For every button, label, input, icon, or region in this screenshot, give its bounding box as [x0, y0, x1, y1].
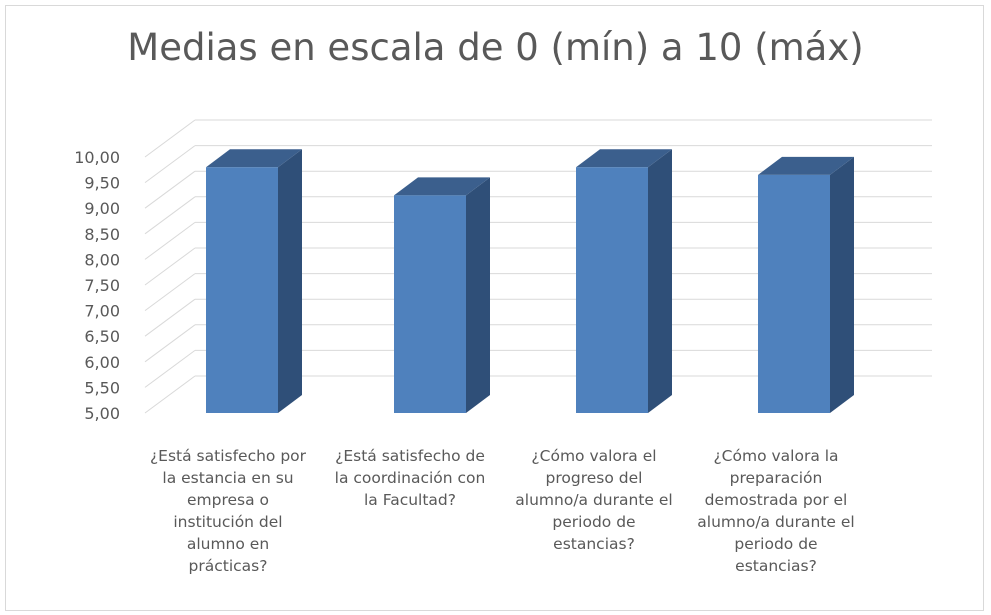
y-tick-label: 6,50 [84, 327, 120, 346]
bar [394, 195, 466, 413]
y-tick-label: 9,00 [84, 199, 120, 218]
x-category-label-line: preparación [729, 469, 823, 487]
gridline-side [144, 145, 196, 184]
gridline-side [144, 273, 196, 312]
bar-top [206, 149, 302, 168]
x-category-label-line: institución del [173, 513, 283, 531]
x-category-label: ¿Cómo valora la preparación demostrada por… [684, 445, 868, 577]
x-category-label-line: progreso del [545, 469, 643, 487]
x-category-label-line: periodo de [734, 535, 818, 553]
x-category-label-line: alumno/a durante el [697, 513, 855, 531]
gridline-side [144, 196, 196, 235]
gridline-side [144, 170, 196, 209]
gridline-side [144, 349, 196, 388]
x-category-label-line: ¿Está satisfecho de [335, 447, 485, 465]
y-tick-label: 10,00 [74, 148, 120, 167]
x-category-label-line: ¿Está satisfecho por [149, 447, 307, 465]
x-category-label-line: la Facultad? [363, 491, 457, 509]
gridline-side [144, 221, 196, 260]
x-category-label-line: alumno en [186, 535, 270, 553]
gridline-side [144, 298, 196, 337]
y-tick-label: 7,50 [84, 276, 120, 295]
gridline-side [144, 324, 196, 363]
x-category-label: ¿Cómo valora el progreso del alumno/a dura… [502, 445, 686, 555]
x-category-label-line: prácticas? [188, 557, 268, 575]
y-tick-label: 5,50 [84, 378, 120, 397]
x-category-label-line: ¿Cómo valora el [531, 447, 657, 465]
bar [758, 174, 830, 413]
gridline-side [144, 247, 196, 286]
gridline-side [144, 119, 196, 158]
x-category-label-line: la estancia en su [162, 469, 294, 487]
bar-top [394, 177, 490, 196]
y-tick-label: 8,50 [84, 225, 120, 244]
bar-top [576, 149, 672, 168]
x-category-label-line: empresa o [186, 491, 270, 509]
y-tick-label: 8,00 [84, 250, 120, 269]
bar-side [830, 156, 854, 414]
bar [206, 167, 278, 413]
gridline-side [144, 375, 196, 414]
x-category-label: ¿Está satisfecho por la estancia en su emp… [136, 445, 320, 577]
bar-side [648, 149, 672, 414]
bar [576, 167, 648, 413]
x-category-label-line: periodo de [552, 513, 636, 531]
x-category-label: ¿Está satisfecho de la coordinación con la… [318, 445, 502, 511]
x-category-label-line: demostrada por el [704, 491, 848, 509]
bar-top [758, 156, 854, 175]
x-category-label-line: la coordinación con [334, 469, 486, 487]
y-tick-label: 6,00 [84, 353, 120, 372]
y-tick-label: 7,00 [84, 302, 120, 321]
x-category-label-line: estancias? [553, 535, 635, 553]
x-category-label-line: alumno/a durante el [515, 491, 673, 509]
chart-title: Medias en escala de 0 (mín) a 10 (máx) [127, 26, 864, 69]
x-category-label-line: estancias? [735, 557, 817, 575]
bar-side [278, 149, 302, 414]
y-tick-label: 5,00 [84, 404, 120, 423]
bar-side [466, 177, 490, 413]
x-category-label-line: ¿Cómo valora la [713, 447, 839, 465]
y-tick-label: 9,50 [84, 174, 120, 193]
